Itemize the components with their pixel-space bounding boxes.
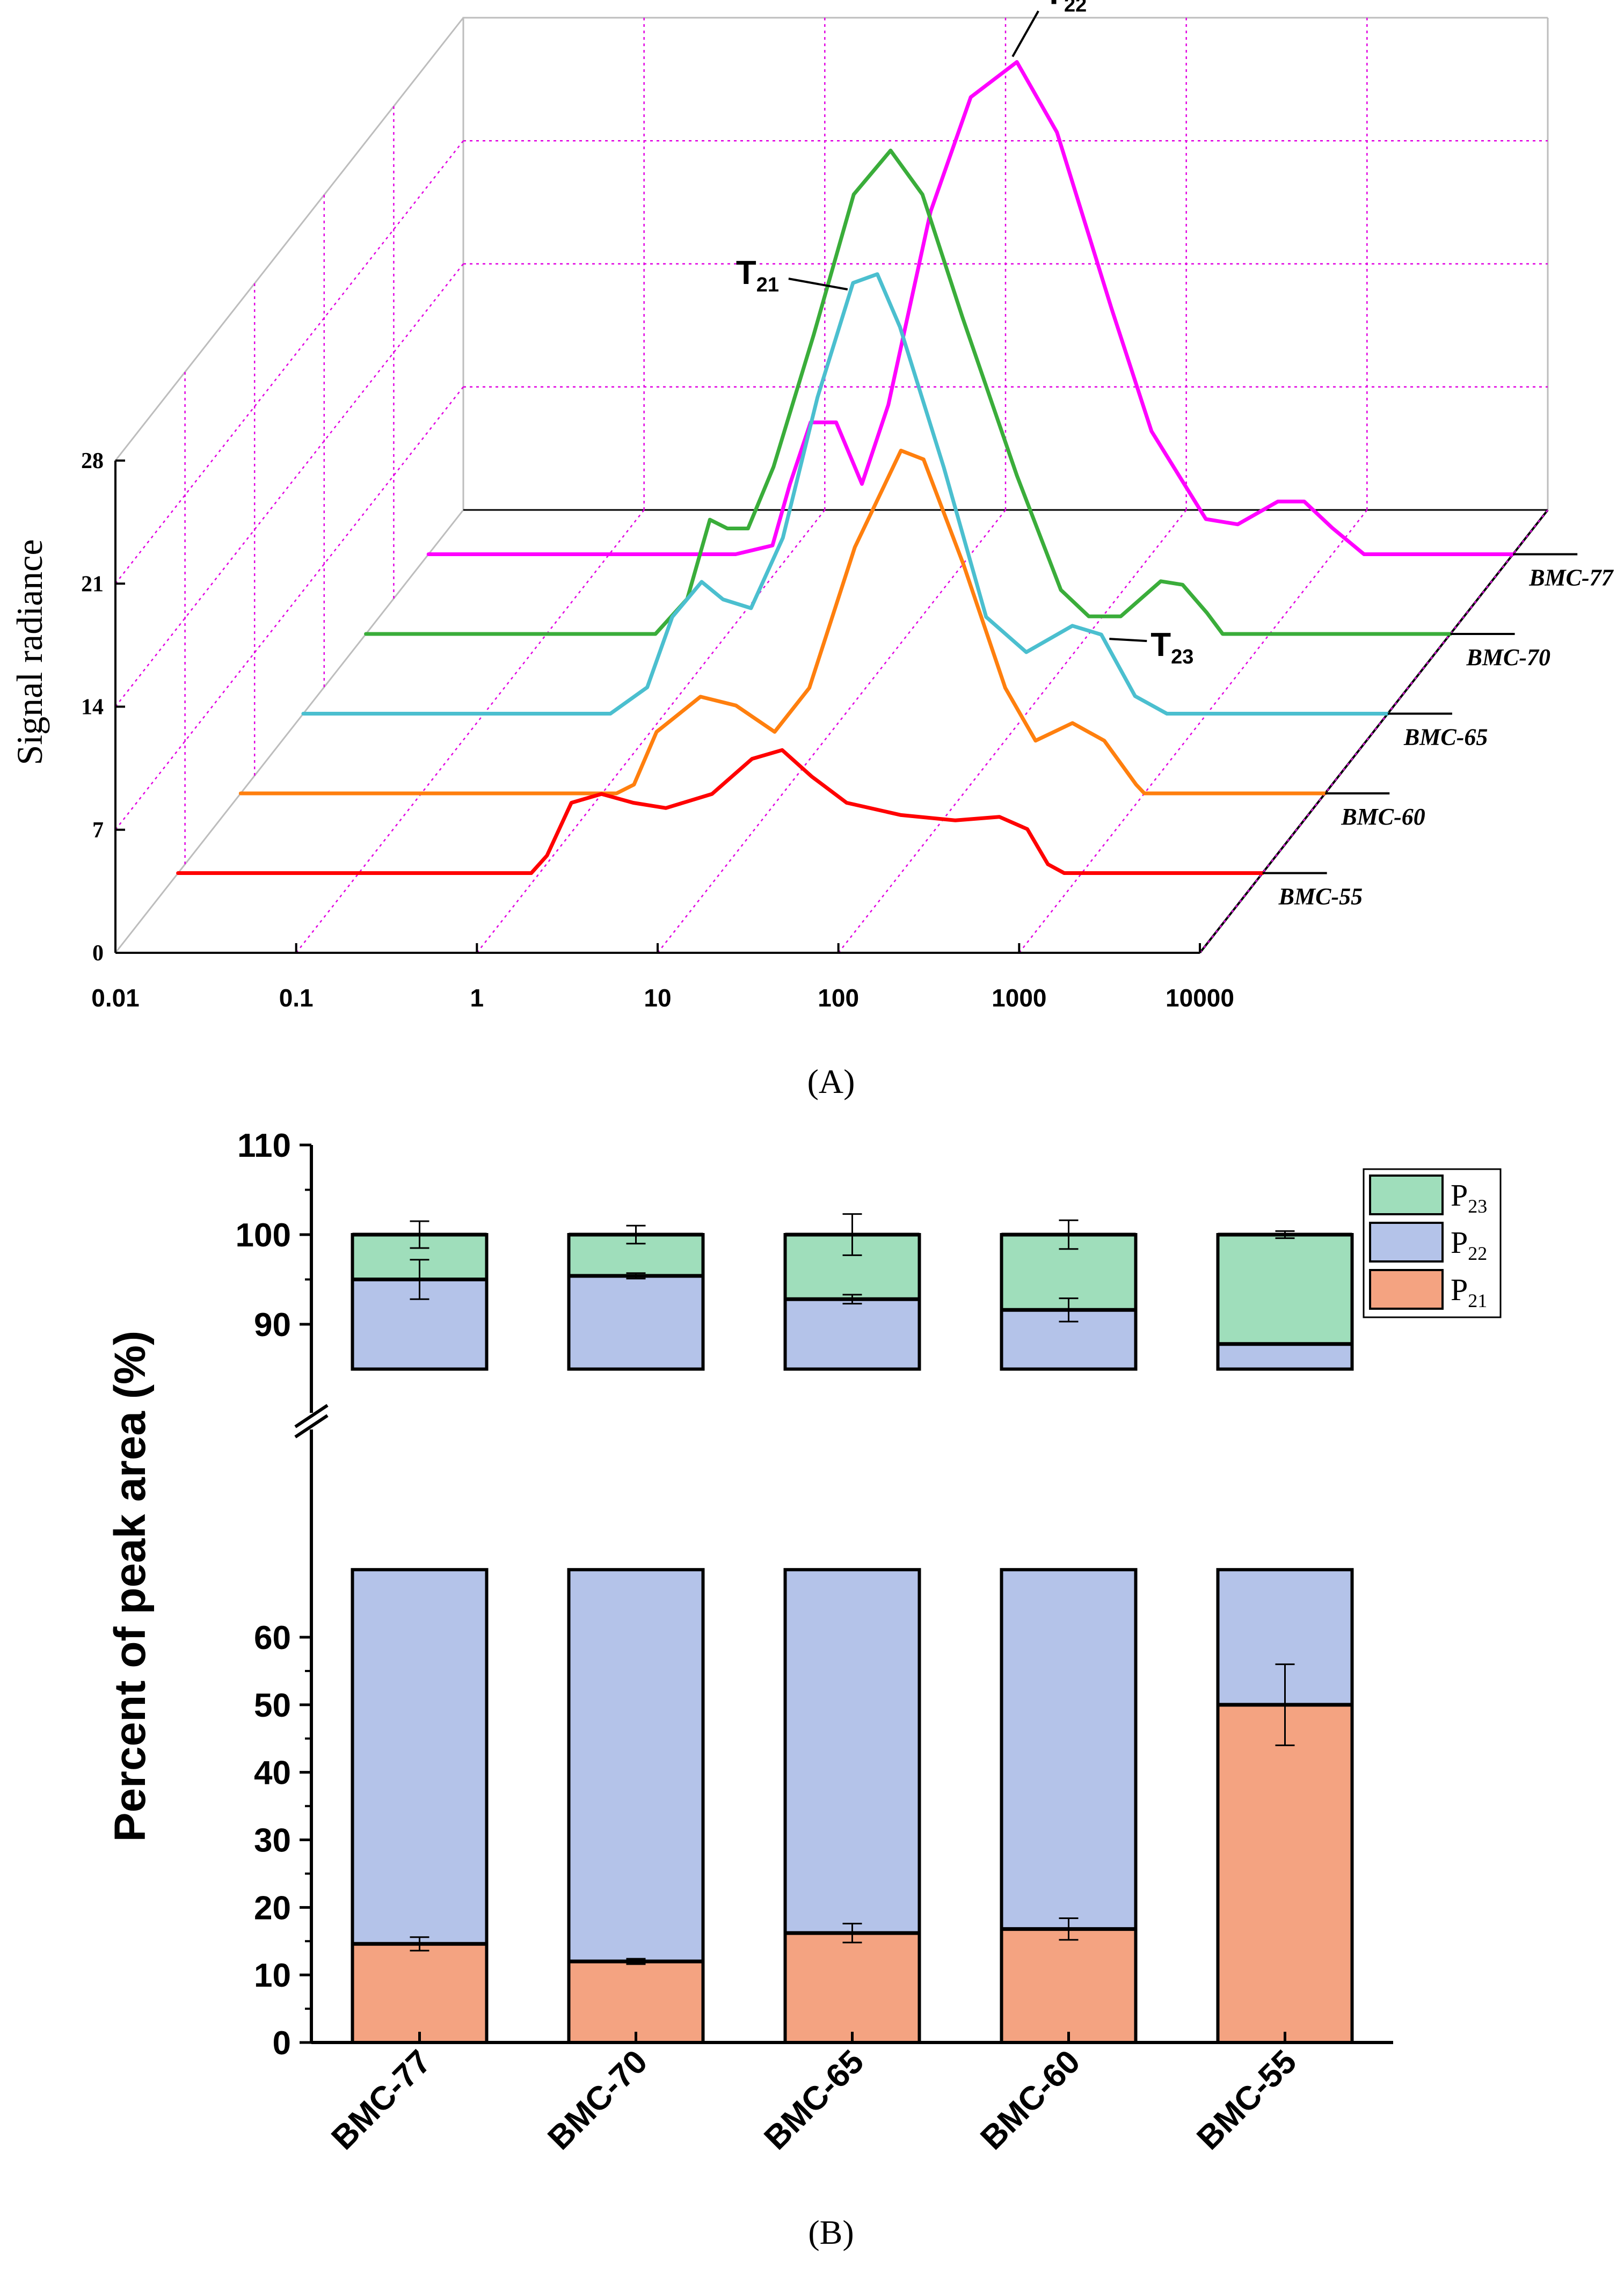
peak-label-t22: T22 [1044,0,1087,17]
legend-label: P23 [1451,1178,1487,1217]
left-wall-top-edge [114,17,464,461]
bar-segment-p22 [569,1275,703,1369]
left-wall-hgrid [115,386,464,830]
peak-pointer-t23 [1109,638,1147,643]
floor-depth-grid [838,509,1187,953]
peak-pointer-t21 [788,278,848,291]
bar-segment-p22 [569,1570,703,1961]
legend-swatch [1369,1175,1444,1215]
axis-break-mark [294,1404,329,1428]
panel-a-grid [114,17,1549,954]
x-category-label: BMC-55 [1190,2043,1303,2157]
y-tick-label: 60 [254,1620,291,1657]
x-category-label: BMC-60 [973,2043,1087,2157]
panel-b-axes [279,1143,1409,2044]
series-name-label: BMC-65 [1403,724,1488,750]
series-line-bmc-70 [364,148,1453,636]
legend-label: P21 [1451,1272,1487,1311]
panel-a-tick-labels: 0 7 14 21 28 0.01 0.1 1 10 100 1000 10000 [81,449,1234,1012]
bar-segment-p22 [785,1299,920,1369]
y-tick-label: 100 [236,1217,291,1254]
series-line-bmc-60 [238,448,1327,796]
x-category-label: BMC-77 [324,2043,438,2157]
y-tick-label: 21 [81,572,104,596]
x-tick-label: 10 [644,984,671,1012]
x-tick-label: 1 [470,984,484,1012]
series-name-label: BMC-55 [1278,884,1363,910]
y-tick-label: 50 [254,1687,291,1724]
x-tick-label: 100 [818,984,859,1012]
panel-b-bars [351,1213,1354,2045]
axis-break-mark [294,1414,329,1439]
y-tick-label: 110 [237,1127,291,1164]
x-tick-label: 0.01 [91,984,140,1012]
x-tick-label: 10000 [1166,984,1234,1012]
x-tick-label: 1000 [992,984,1046,1012]
legend-label: P22 [1451,1225,1487,1264]
bar-segment-p22 [352,1570,487,1944]
bar-segment-p22 [785,1570,920,1934]
x-category-label: BMC-70 [541,2043,654,2157]
legend-swatch [1369,1222,1444,1263]
series-name-label: BMC-70 [1466,644,1550,670]
y-tick-label: 20 [254,1890,291,1927]
legend-swatch [1369,1269,1444,1310]
bar-segment-p21 [352,1944,487,2042]
peak-label-t21: T21 [736,254,779,296]
series-line-bmc-65 [301,272,1390,716]
y-tick-label: 90 [254,1307,291,1344]
peak-pointer-t22 [1011,10,1039,57]
series-name-label: BMC-60 [1341,804,1425,830]
y-tick-label: 10 [254,1957,291,1994]
y-tick-label: 0 [92,941,104,966]
y-tick-label: 30 [254,1822,291,1859]
y-tick-label: 14 [81,695,104,720]
y-tick-label: 28 [81,449,104,473]
series-name-label: BMC-77 [1528,565,1614,591]
panel-a-axes [114,459,1201,954]
panel-a-series: BMC-77 BMC-70 BMC-65 BMC-60 BMC-55 [176,60,1614,910]
bar-segment-p21 [1218,1704,1352,2042]
x-category-label: BMC-65 [757,2043,871,2157]
bar-segment-p23 [1218,1235,1352,1344]
panel-b-y-axis-title: Percent of peak area (%) [106,1331,155,1842]
floor-left-edge [114,509,464,953]
left-wall-hgrid [115,263,464,707]
left-wall-hgrid [115,140,464,585]
bar-segment-p21 [569,1961,703,2042]
bar-segment-p21 [1001,1929,1136,2042]
floor-right-edge [1199,509,1549,954]
panel-b-stacked-bar-chart: BMC-77 BMC-70 BMC-65 BMC-60 BMC-55 0 10 20 30 40 5… [106,1127,1502,2251]
panel-b-label: (B) [808,2213,854,2251]
x-tick-label: 0.1 [279,984,314,1012]
bar-segment-p21 [785,1933,920,2042]
y-tick-label: 7 [92,818,104,843]
panel-a-label: (A) [807,1062,855,1100]
axis-break-gap [279,1417,1409,1425]
series-line-bmc-55 [176,748,1265,875]
series-line-bmc-77 [426,60,1515,556]
y-tick-label: 40 [254,1755,291,1792]
panel-a-peak-labels: T22 T21 T23 [736,0,1194,668]
bar-segment-p22 [1218,1344,1352,1369]
y-tick-label: 0 [273,2025,291,2062]
peak-label-t23: T23 [1150,626,1193,668]
panel-a-y-axis-title: Signal radiance [9,539,50,765]
floor-depth-grid [295,509,645,953]
floor-depth-grid [657,509,1006,953]
bar-segment-p22 [1001,1570,1136,1929]
panel-b-legend: P23 P22 P21 [1363,1168,1502,1318]
